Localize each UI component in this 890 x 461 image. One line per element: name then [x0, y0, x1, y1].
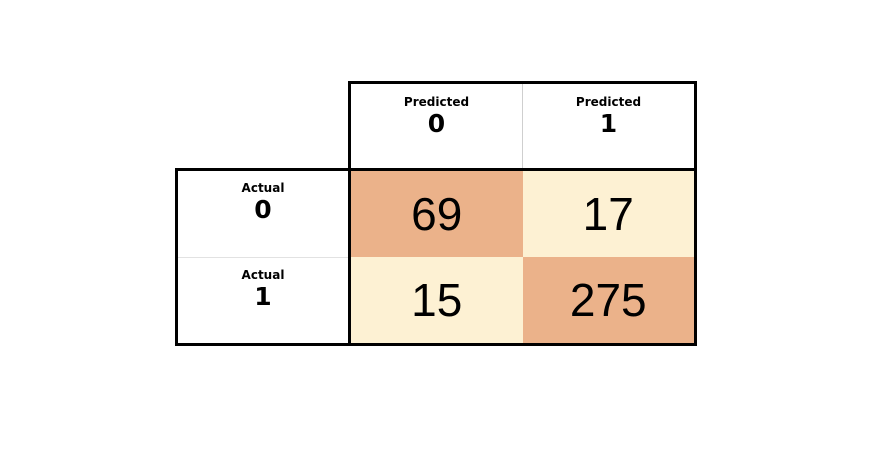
actual-class-value: 0 [254, 195, 272, 224]
actual-class-value: 1 [254, 281, 272, 311]
actual-row-0-header: Actual 0 [178, 171, 348, 257]
actual-header: Actual 0 Actual 1 [175, 168, 351, 346]
predicted-column-1-header: Predicted 1 [522, 84, 694, 168]
predicted-label: Predicted [575, 95, 642, 109]
actual-row-1-header: Actual 1 [178, 256, 348, 344]
cell-actual-1-predicted-0: 15 [351, 257, 523, 343]
predicted-header: Predicted 0 Predicted 1 [348, 81, 697, 171]
predicted-column-0-header: Predicted 0 [351, 84, 522, 168]
confusion-matrix-cells: 69 17 15 275 [348, 168, 697, 346]
predicted-label: Predicted [403, 95, 470, 109]
actual-label: Actual [241, 267, 285, 282]
predicted-class-value: 0 [427, 109, 446, 138]
actual-label: Actual [241, 181, 285, 195]
predicted-class-value: 1 [599, 109, 618, 138]
cell-actual-0-predicted-1: 17 [522, 171, 694, 257]
cell-actual-1-predicted-1: 275 [522, 257, 694, 343]
cell-actual-0-predicted-0: 69 [351, 171, 523, 257]
